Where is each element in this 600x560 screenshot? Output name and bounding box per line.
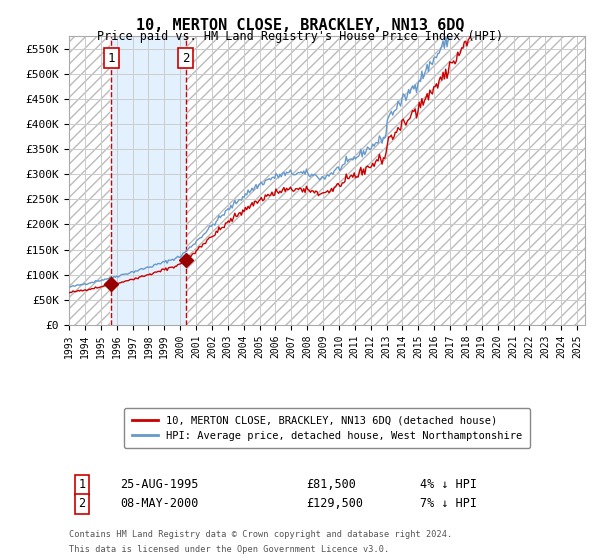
Text: £81,500: £81,500 <box>307 478 356 491</box>
Text: 4% ↓ HPI: 4% ↓ HPI <box>420 478 477 491</box>
Text: 2: 2 <box>182 52 190 64</box>
Legend: 10, MERTON CLOSE, BRACKLEY, NN13 6DQ (detached house), HPI: Average price, detac: 10, MERTON CLOSE, BRACKLEY, NN13 6DQ (de… <box>124 408 530 448</box>
Bar <box>111 36 185 325</box>
Text: 10, MERTON CLOSE, BRACKLEY, NN13 6DQ: 10, MERTON CLOSE, BRACKLEY, NN13 6DQ <box>136 18 464 33</box>
Text: 1: 1 <box>107 52 115 64</box>
Text: Contains HM Land Registry data © Crown copyright and database right 2024.: Contains HM Land Registry data © Crown c… <box>69 530 452 539</box>
Text: 25-AUG-1995: 25-AUG-1995 <box>121 478 199 491</box>
Text: 1: 1 <box>79 478 85 491</box>
Text: £129,500: £129,500 <box>307 497 364 510</box>
Text: 08-MAY-2000: 08-MAY-2000 <box>121 497 199 510</box>
Text: 7% ↓ HPI: 7% ↓ HPI <box>420 497 477 510</box>
Text: 2: 2 <box>79 497 85 510</box>
Text: This data is licensed under the Open Government Licence v3.0.: This data is licensed under the Open Gov… <box>69 544 389 554</box>
Text: Price paid vs. HM Land Registry's House Price Index (HPI): Price paid vs. HM Land Registry's House … <box>97 30 503 43</box>
